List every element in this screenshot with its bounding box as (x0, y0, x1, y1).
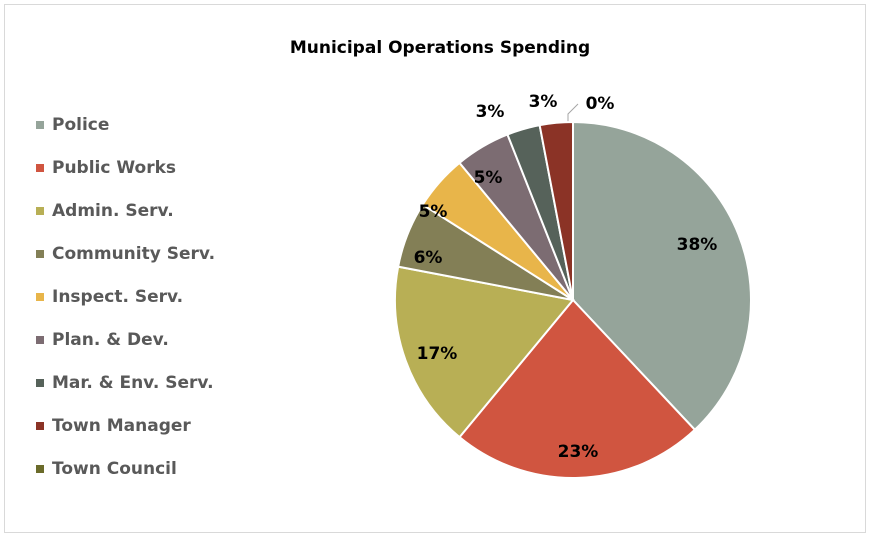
data-label: 3% (476, 102, 505, 122)
legend-marker (36, 293, 44, 301)
legend-marker (36, 422, 44, 430)
data-label: 17% (417, 344, 458, 364)
legend-label: Plan. & Dev. (52, 330, 169, 350)
data-label: 0% (586, 94, 615, 114)
legend-label: Town Council (52, 459, 177, 479)
legend-label: Inspect. Serv. (52, 287, 183, 307)
legend-label: Mar. & Env. Serv. (52, 373, 214, 393)
legend-marker (36, 379, 44, 387)
legend-marker (36, 121, 44, 129)
data-label: 23% (558, 442, 599, 462)
pie-slice (394, 265, 575, 439)
data-label: 5% (419, 202, 448, 222)
legend-marker (36, 336, 44, 344)
data-label: 38% (677, 235, 718, 255)
legend-label: Police (52, 115, 109, 135)
legend-label: Public Works (52, 158, 176, 178)
legend-marker (36, 164, 44, 172)
legend-label: Community Serv. (52, 244, 215, 264)
data-label: 3% (529, 92, 558, 112)
legend-label: Town Manager (52, 416, 191, 436)
chart-title: Municipal Operations Spending (290, 38, 590, 58)
data-label: 5% (474, 168, 503, 188)
legend-marker (36, 207, 44, 215)
pie-slice (572, 120, 752, 432)
pie-slice (458, 298, 697, 479)
data-label: 6% (414, 248, 443, 268)
legend-label: Admin. Serv. (52, 201, 174, 221)
legend-marker (36, 250, 44, 258)
legend-marker (36, 465, 44, 473)
leader-line (567, 103, 579, 122)
